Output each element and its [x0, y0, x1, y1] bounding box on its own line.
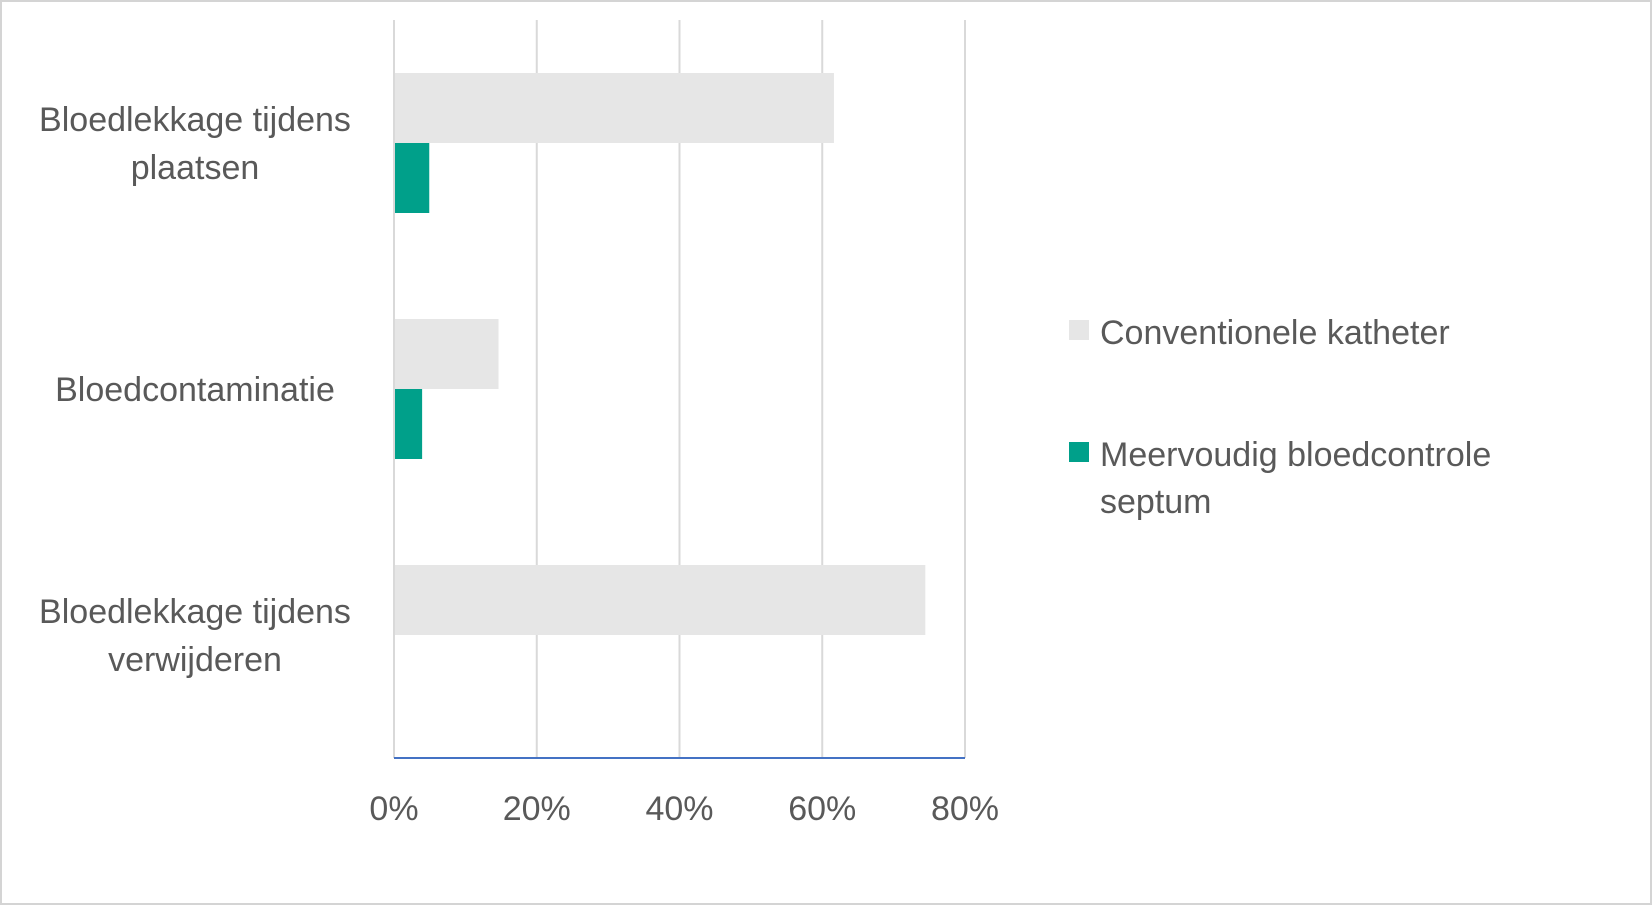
- x-tick-label: 40%: [645, 790, 713, 828]
- bars: [395, 73, 926, 635]
- legend-swatch: [1069, 442, 1089, 462]
- bar-conventionele: [395, 565, 926, 635]
- legend-label: Conventionele katheter: [1100, 314, 1450, 352]
- x-tick-label: 80%: [931, 790, 999, 828]
- legend-label: Meervoudig bloedcontrole: [1100, 436, 1491, 474]
- x-tick-label: 60%: [788, 790, 856, 828]
- x-tick-label: 0%: [369, 790, 418, 828]
- legend-label: septum: [1100, 483, 1212, 521]
- category-label: Bloedlekkage tijdens: [39, 101, 351, 139]
- bar-conventionele: [395, 73, 834, 143]
- category-label: verwijderen: [108, 641, 282, 679]
- category-label: Bloedcontaminatie: [55, 371, 335, 409]
- legend: Conventionele katheter Meervoudig bloedco…: [1069, 314, 1491, 521]
- bar-conventionele: [395, 319, 499, 389]
- bar-meervoudig: [395, 143, 430, 213]
- category-labels: Bloedlekkage tijdens plaatsen Bloedcontami…: [39, 101, 351, 679]
- legend-swatch: [1069, 320, 1089, 340]
- category-label: plaatsen: [131, 149, 260, 187]
- x-tick-labels: 0% 20% 40% 60% 80%: [369, 790, 999, 828]
- bar-meervoudig: [395, 389, 423, 459]
- x-tick-label: 20%: [503, 790, 571, 828]
- category-label: Bloedlekkage tijdens: [39, 593, 351, 631]
